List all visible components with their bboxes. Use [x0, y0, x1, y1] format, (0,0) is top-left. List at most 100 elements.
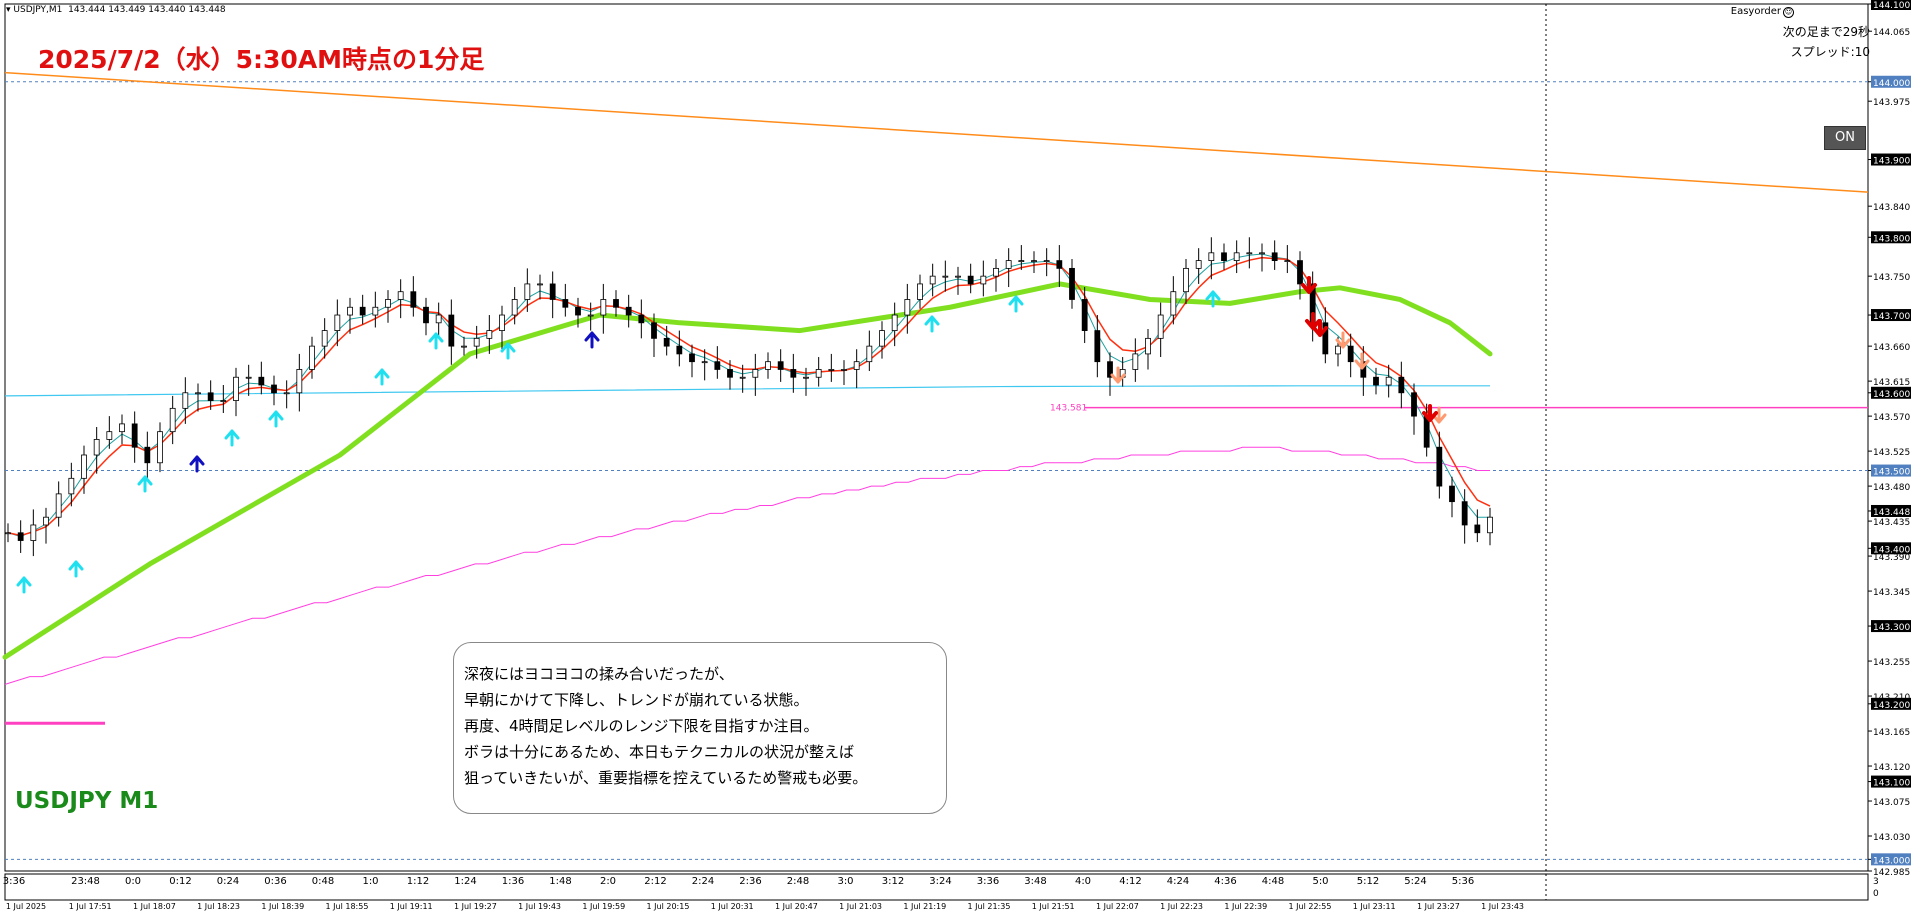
long-ma-line: [4, 446, 1490, 685]
candle-body: [435, 314, 442, 324]
candle-body: [651, 322, 657, 339]
time-label-bottom: 1 Jul 22:39: [1224, 902, 1267, 911]
time-label-bottom: 1 Jul 20:47: [775, 902, 818, 911]
subwindow-border: [4, 873, 1869, 901]
price-label: 143.030: [1873, 833, 1910, 843]
time-label-bottom: 1 Jul 21:03: [839, 902, 882, 911]
price-label-box: [1871, 542, 1911, 555]
page-title: 2025/7/2（水）5:30AM時点の1分足: [38, 45, 485, 74]
subwindow-label: 3: [1873, 877, 1879, 887]
candle-body: [372, 306, 379, 316]
green-ma-line: [2, 281, 1493, 660]
price-label: 143.600: [1873, 390, 1910, 400]
candle-body: [891, 314, 898, 331]
up-arrow-icon: [924, 315, 940, 333]
candle-body: [904, 299, 911, 316]
candle-body: [131, 423, 138, 448]
trend-line: [4, 71, 1869, 193]
candle-body: [790, 369, 797, 378]
price-label: 143.255: [1873, 658, 1910, 668]
time-label-top: 5:0: [1312, 876, 1328, 887]
candle-body: [385, 299, 391, 308]
candle-body: [929, 275, 936, 285]
candle-body: [1436, 446, 1443, 487]
candle-body: [638, 314, 645, 324]
candle-body: [1031, 260, 1037, 263]
price-label: 143.100: [1873, 779, 1910, 789]
time-label-bottom: 1 Jul 17:51: [69, 902, 112, 911]
price-label: 143.165: [1873, 728, 1910, 738]
time-label-top: 0:12: [169, 876, 191, 887]
time-label-top: 4:0: [1075, 876, 1091, 887]
red-ma-line: [7, 256, 1491, 537]
expert-advisor-label[interactable]: Easyorder ☺: [1731, 6, 1794, 18]
time-label-top: 1:0: [362, 876, 378, 887]
price-label-box: [1871, 620, 1911, 633]
up-arrow-icon: [374, 368, 390, 386]
comment-line: 早朝にかけて下降し、トレンドが崩れている状態。: [464, 691, 809, 709]
candle-body: [182, 392, 189, 409]
price-label: 143.480: [1873, 483, 1910, 493]
time-label-top: 0:36: [264, 876, 286, 887]
candle-body: [625, 306, 632, 316]
price-label: 143.900: [1873, 157, 1910, 167]
down-arrow-icon: [1110, 366, 1126, 384]
candle-body: [1385, 376, 1392, 386]
price-axis[interactable]: 144.100 144.065 144.000 143.975 143.900 143.8…: [1868, 0, 1911, 899]
candle-body: [701, 361, 708, 364]
candle-body: [613, 299, 619, 308]
candle-body: [258, 376, 265, 386]
candle-body: [397, 291, 404, 300]
time-label-bottom: 1 Jul 18:07: [133, 902, 176, 911]
time-label-top: 2:12: [644, 876, 666, 887]
price-label: 143.120: [1873, 763, 1910, 773]
price-label-box: [1871, 75, 1911, 88]
candle-body: [334, 314, 341, 331]
collapse-triangle-icon[interactable]: ▾: [6, 5, 11, 15]
subwindow-label: 0: [1873, 889, 1879, 899]
time-label-top: 5:24: [1404, 876, 1426, 887]
time-label-top: 4:36: [1214, 876, 1236, 887]
candle-body: [575, 306, 581, 316]
price-label: 143.435: [1873, 518, 1910, 528]
candle-body: [524, 283, 531, 300]
candle-body: [727, 369, 733, 378]
up-arrow-icon: [68, 560, 84, 578]
up-arrow-icon: [137, 475, 153, 493]
candle-body: [321, 330, 328, 347]
time-axis[interactable]: 3:36 23:48 0:0 0:12 0:24 0:36 0:48 1:0 1:12 1:24 1…: [3, 876, 1524, 911]
comment-line: 深夜にはヨコヨコの揉み合いだったが、: [464, 665, 734, 683]
price-label-box: [1871, 775, 1911, 788]
candlestick-series: [5, 237, 1493, 557]
candle-body: [689, 353, 695, 363]
candle-body: [359, 306, 366, 316]
down-arrow-icon: [1312, 319, 1328, 337]
candle-body: [144, 446, 151, 464]
price-label: 143.400: [1873, 545, 1910, 555]
comment-line: ボラは十分にあるため、本日もテクニカルの状況が整えば: [464, 743, 855, 761]
candle-body: [765, 361, 771, 370]
signal-arrows: [16, 276, 1447, 594]
time-label-top: 0:0: [125, 876, 141, 887]
candle-body: [43, 516, 49, 526]
smiley-icon: ☺: [1783, 7, 1794, 18]
time-label-top: 0:48: [312, 876, 334, 887]
candle-body: [448, 314, 455, 347]
candle-body: [106, 431, 113, 440]
comment-line: 再度、4時間足レベルのレンジ下限を目指すか注目。: [464, 717, 819, 735]
time-label-bottom: 1 Jul 19:27: [454, 902, 497, 911]
comment-line: 狙っていきたいが、重要指標を控えているため警戒も必要。: [464, 769, 868, 787]
on-button[interactable]: ON: [1824, 126, 1866, 150]
up-arrow-icon: [500, 342, 516, 360]
cyan-level-line: [4, 385, 1490, 397]
time-label-bottom: 1 Jul 22:23: [1160, 902, 1203, 911]
candle-body: [1271, 252, 1278, 262]
candle-body: [967, 275, 974, 285]
candle-body: [815, 369, 822, 378]
ohlc-header: 143.444 143.449 143.440 143.448: [68, 5, 226, 15]
candle-body: [917, 283, 923, 300]
candle-body: [93, 439, 100, 456]
chart-grid: [4, 3, 1869, 901]
candle-body: [347, 306, 353, 316]
